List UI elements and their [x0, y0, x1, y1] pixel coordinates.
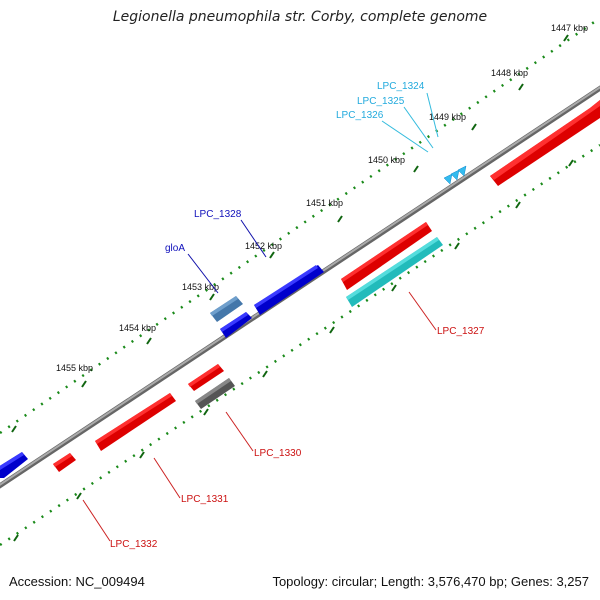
label-lpc-1324[interactable]: LPC_1324: [377, 81, 425, 92]
ruler-label-1449: 1449 kbp: [429, 112, 466, 122]
ruler-label-1447: 1447 kbp: [551, 23, 588, 33]
gene-lpc-1330-pseudo[interactable]: [195, 378, 235, 409]
gene-labels: LPC_1324 LPC_1325 LPC_1326 LPC_1328 gloA…: [110, 81, 485, 550]
label-lpc-1325[interactable]: LPC_1325: [357, 96, 405, 107]
map-title: Legionella pneumophila str. Corby, compl…: [112, 9, 488, 25]
ruler-label-1453: 1453 kbp: [182, 282, 219, 292]
leader-lpc-1325: [403, 106, 434, 149]
label-lpc-1332[interactable]: LPC_1332: [110, 539, 158, 550]
label-lpc-1328[interactable]: LPC_1328: [194, 209, 242, 220]
label-lpc-1327[interactable]: LPC_1327: [437, 326, 485, 337]
outer-tick-track: [0, 16, 600, 435]
outer-track-line: [0, 16, 600, 435]
label-lpc-1330[interactable]: LPC_1330: [254, 448, 302, 459]
inner-tick-a: [568, 159, 574, 167]
feature-lpc-1325: [450, 169, 460, 181]
ruler-label-1450: 1450 kbp: [368, 155, 405, 165]
gene-lpc-1324-1326-features[interactable]: [443, 165, 467, 185]
tick-1454: [146, 337, 152, 345]
inner-tick-b: [515, 201, 521, 209]
leader-gloa: [187, 253, 219, 294]
gene-gloa[interactable]: [220, 312, 252, 338]
tick-1451: [337, 215, 343, 223]
inner-tick-g: [203, 408, 209, 416]
gene-left-blue[interactable]: [0, 452, 28, 478]
gene-lpc-1328[interactable]: [254, 265, 324, 315]
genome-summary: Topology: circular; Length: 3,576,470 bp…: [272, 574, 589, 589]
tick-1447: [563, 34, 569, 42]
outer-major-ticks: [11, 34, 569, 433]
leader-lpc-1332: [82, 499, 111, 542]
ruler-label-1451: 1451 kbp: [306, 198, 343, 208]
tick-1448: [518, 83, 524, 91]
ruler-label-1452: 1452 kbp: [245, 241, 282, 251]
feature-lpc-1326: [457, 165, 467, 177]
tick-1455: [81, 380, 87, 388]
inner-tick-d: [391, 284, 397, 292]
inner-tick-track: [0, 143, 600, 547]
inner-tick-c: [454, 242, 460, 250]
inner-tick-i: [76, 492, 82, 500]
tick-1450: [413, 165, 419, 173]
label-lpc-1326[interactable]: LPC_1326: [336, 110, 384, 121]
tick-1449: [471, 123, 477, 131]
leader-lines: [82, 92, 439, 542]
label-lpc-1331[interactable]: LPC_1331: [181, 494, 229, 505]
gene-gloa-misc[interactable]: [210, 296, 243, 322]
feature-lpc-1327-cyan[interactable]: [346, 237, 443, 307]
gene-lpc-1330-red[interactable]: [188, 364, 224, 391]
leader-lpc-1327: [408, 291, 437, 331]
ruler-label-1454: 1454 kbp: [119, 323, 156, 333]
gene-lpc-1332[interactable]: [53, 453, 76, 472]
accession-label: Accession: NC_009494: [9, 574, 145, 589]
inner-tick-j: [13, 534, 19, 542]
gene-lpc-1331[interactable]: [95, 393, 176, 451]
feature-lpc-1324: [443, 173, 453, 185]
inner-major-ticks: [13, 159, 574, 542]
tick-1453: [209, 293, 215, 301]
leader-lpc-1326: [381, 120, 429, 153]
leader-lpc-1328: [240, 219, 267, 258]
inner-track-line: [0, 143, 600, 547]
leader-lpc-1330: [225, 411, 254, 452]
inner-tick-h: [139, 451, 145, 459]
leader-lpc-1324: [426, 92, 439, 138]
tick-1452: [269, 251, 275, 259]
leader-lpc-1331: [153, 457, 181, 499]
ruler-label-1455: 1455 kbp: [56, 363, 93, 373]
gene-red-top-right[interactable]: [490, 100, 600, 186]
ruler-label-1448: 1448 kbp: [491, 68, 528, 78]
inner-tick-e: [329, 326, 335, 334]
tick-1456: [11, 425, 17, 433]
ruler-labels: 1447 kbp 1448 kbp 1449 kbp 1450 kbp 1451…: [56, 23, 588, 373]
label-gloa[interactable]: gloA: [165, 243, 185, 254]
inner-tick-f: [262, 370, 268, 378]
gene-lpc-1327[interactable]: [341, 222, 432, 290]
